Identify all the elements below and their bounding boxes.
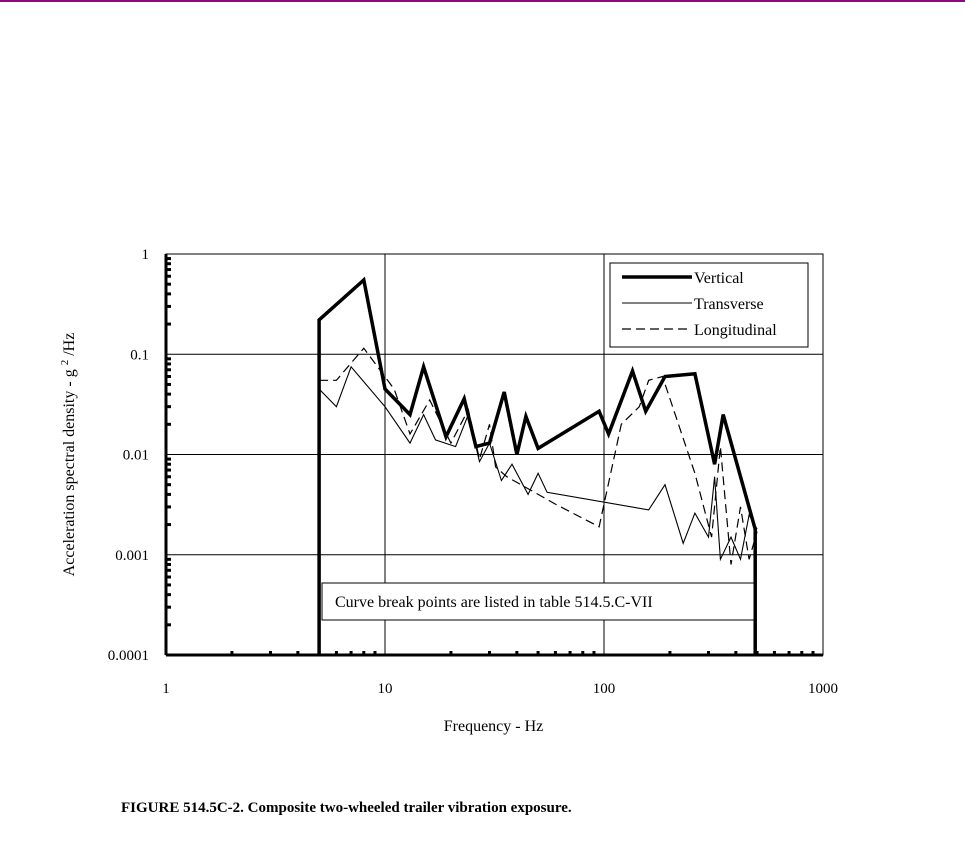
legend: Vertical Transverse Longitudinal xyxy=(609,262,809,348)
annotation-text: Curve break points are listed in table 5… xyxy=(335,594,653,611)
series-lines xyxy=(317,276,758,655)
legend-label-transverse: Transverse xyxy=(694,296,764,313)
x-tick-label: 1 xyxy=(162,681,170,697)
y-tick-label: 1 xyxy=(142,247,150,263)
x-tick-label: 100 xyxy=(593,681,616,697)
y-tick-label: 0.001 xyxy=(115,548,149,564)
y-axis-title-tail: /Hz xyxy=(61,333,78,356)
plot-frame xyxy=(165,253,824,656)
series-line-longitudinal xyxy=(319,347,758,565)
top-rule xyxy=(0,0,965,2)
y-tick-label: 0.01 xyxy=(123,448,149,464)
x-axis-title: Frequency - Hz xyxy=(444,718,544,735)
series-line-transverse xyxy=(318,365,758,562)
y-axis-title-main: Acceleration spectral density - g xyxy=(61,369,78,576)
x-tick-label: 10 xyxy=(378,681,393,697)
x-tick-label: 1000 xyxy=(808,681,838,697)
y-tick-label: 0.1 xyxy=(130,347,149,363)
y-axis-title: Acceleration spectral density - g 2 /Hz xyxy=(59,333,78,577)
annotation-frame xyxy=(321,582,755,621)
annotation-box: Curve break points are listed in table 5… xyxy=(321,582,755,621)
y-tick-label: 0.0001 xyxy=(108,648,149,664)
tick-labels: 1 10 100 1000 0.0001 0.001 0.01 0.1 1 xyxy=(108,247,838,697)
y-axis-title-sup: 2 xyxy=(59,360,71,366)
series-line-vertical xyxy=(317,276,757,655)
figure-caption: FIGURE 514.5C-2. Composite two-wheeled t… xyxy=(121,800,572,816)
legend-label-longitudinal: Longitudinal xyxy=(694,322,777,339)
legend-label-vertical: Vertical xyxy=(694,270,744,287)
